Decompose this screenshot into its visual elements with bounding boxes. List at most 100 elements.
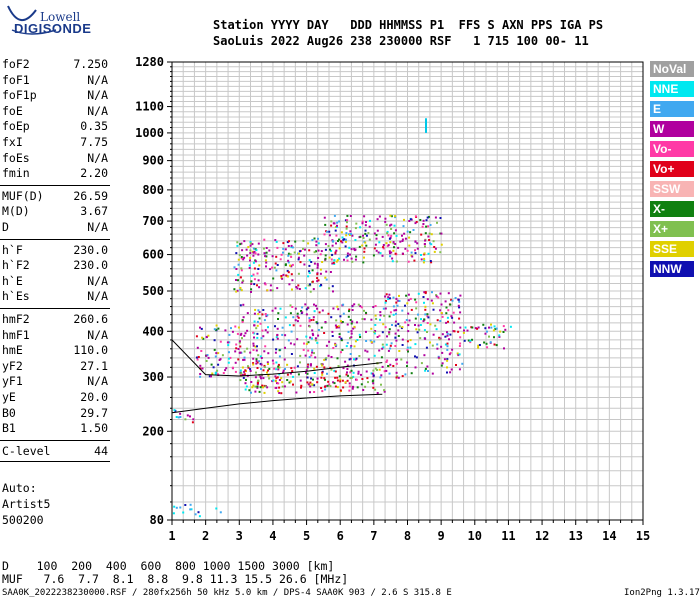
echo-point [344, 240, 347, 243]
param-row: h`F2 230.0 [2, 258, 108, 273]
y-tick-label: 500 [142, 284, 164, 298]
param-value: 230.0 [73, 242, 108, 257]
echo-point [334, 229, 337, 232]
echo-point [263, 364, 266, 367]
param-name: foF1p [2, 88, 37, 103]
echo-point [421, 225, 424, 228]
echo-point [348, 358, 351, 361]
echo-point [450, 315, 453, 318]
echo-point [346, 252, 349, 255]
echo-point [444, 343, 447, 346]
echo-point [404, 237, 407, 240]
echo-point [398, 325, 401, 328]
echo-point [200, 350, 203, 352]
param-name: yF1 [2, 374, 23, 389]
echo-point [359, 336, 362, 338]
echo-point [240, 267, 243, 270]
echo-point [373, 340, 376, 343]
echo-point [409, 297, 412, 300]
echo-point [423, 257, 426, 260]
echo-point [227, 344, 230, 347]
echo-point [246, 254, 249, 257]
echo-point [333, 214, 336, 217]
echo-point [430, 299, 433, 302]
echo-point [370, 341, 373, 344]
param-row: B0 29.7 [2, 406, 108, 421]
echo-point [381, 254, 384, 257]
param-value: 26.59 [73, 188, 108, 203]
echo-point [237, 263, 240, 266]
echo-point [276, 382, 278, 385]
echo-point [458, 345, 461, 347]
echo-point [184, 504, 187, 506]
echo-point [330, 316, 333, 319]
echo-point [350, 322, 353, 325]
param-value: N/A [87, 220, 108, 234]
legend-x: X- [650, 201, 694, 217]
echo-point [387, 296, 390, 299]
echo-point [410, 251, 413, 254]
echo-point [390, 228, 393, 230]
echo-point [370, 327, 373, 330]
param-separator [0, 184, 110, 186]
echo-point [272, 277, 275, 280]
echo-point [296, 287, 299, 290]
echo-point [367, 358, 370, 361]
echo-point [447, 292, 450, 295]
echo-point [376, 368, 378, 371]
echo-point [332, 347, 335, 349]
echo-point [294, 240, 297, 243]
param-value: N/A [87, 327, 108, 342]
echo-point [336, 386, 339, 389]
echo-point [276, 333, 279, 336]
echo-point [409, 231, 412, 234]
echo-point [330, 258, 333, 261]
echo-point [363, 247, 366, 250]
param-name: fxI [2, 135, 23, 149]
echo-point [290, 273, 293, 276]
echo-point [252, 362, 255, 365]
echo-point [252, 273, 255, 276]
echo-point [477, 346, 480, 349]
echo-point [341, 349, 344, 351]
echo-point [315, 240, 318, 243]
echo-point [302, 239, 305, 242]
echo-point [307, 284, 310, 287]
echo-point [445, 312, 448, 315]
echo-point [382, 323, 385, 326]
echo-point [340, 231, 343, 234]
echo-point [172, 512, 175, 515]
echo-point [414, 324, 416, 326]
echo-point [256, 385, 259, 388]
echo-point [259, 386, 262, 389]
echo-point [374, 314, 377, 317]
echo-point [200, 327, 203, 330]
echo-point [350, 376, 353, 379]
param-value: 1.50 [80, 421, 108, 436]
param-value: N/A [87, 273, 108, 288]
echo-point [397, 246, 400, 249]
y-tick-label: 80 [150, 513, 164, 527]
echo-point [201, 367, 204, 370]
echo-point [365, 234, 368, 237]
echo-point [420, 258, 423, 261]
echo-point [349, 371, 352, 374]
echo-point [430, 233, 433, 236]
echo-point [305, 342, 308, 345]
param-name: h`F2 [2, 258, 30, 273]
echo-point [211, 372, 214, 375]
echo-point [261, 329, 264, 332]
echo-point [380, 383, 382, 386]
echo-point [448, 338, 450, 341]
echo-point [375, 249, 378, 252]
echo-point [451, 348, 454, 351]
echo-point [334, 385, 337, 388]
echo-point [413, 259, 416, 262]
echo-point [338, 257, 341, 260]
echo-point [388, 372, 391, 375]
muf-row: MUF 7.6 7.7 8.1 8.8 9.8 11.3 15.5 26.6 [… [2, 572, 349, 586]
param-name: yF2 [2, 358, 23, 373]
echo-point [334, 252, 337, 255]
echo-point [392, 242, 395, 245]
echo-point [429, 260, 432, 262]
